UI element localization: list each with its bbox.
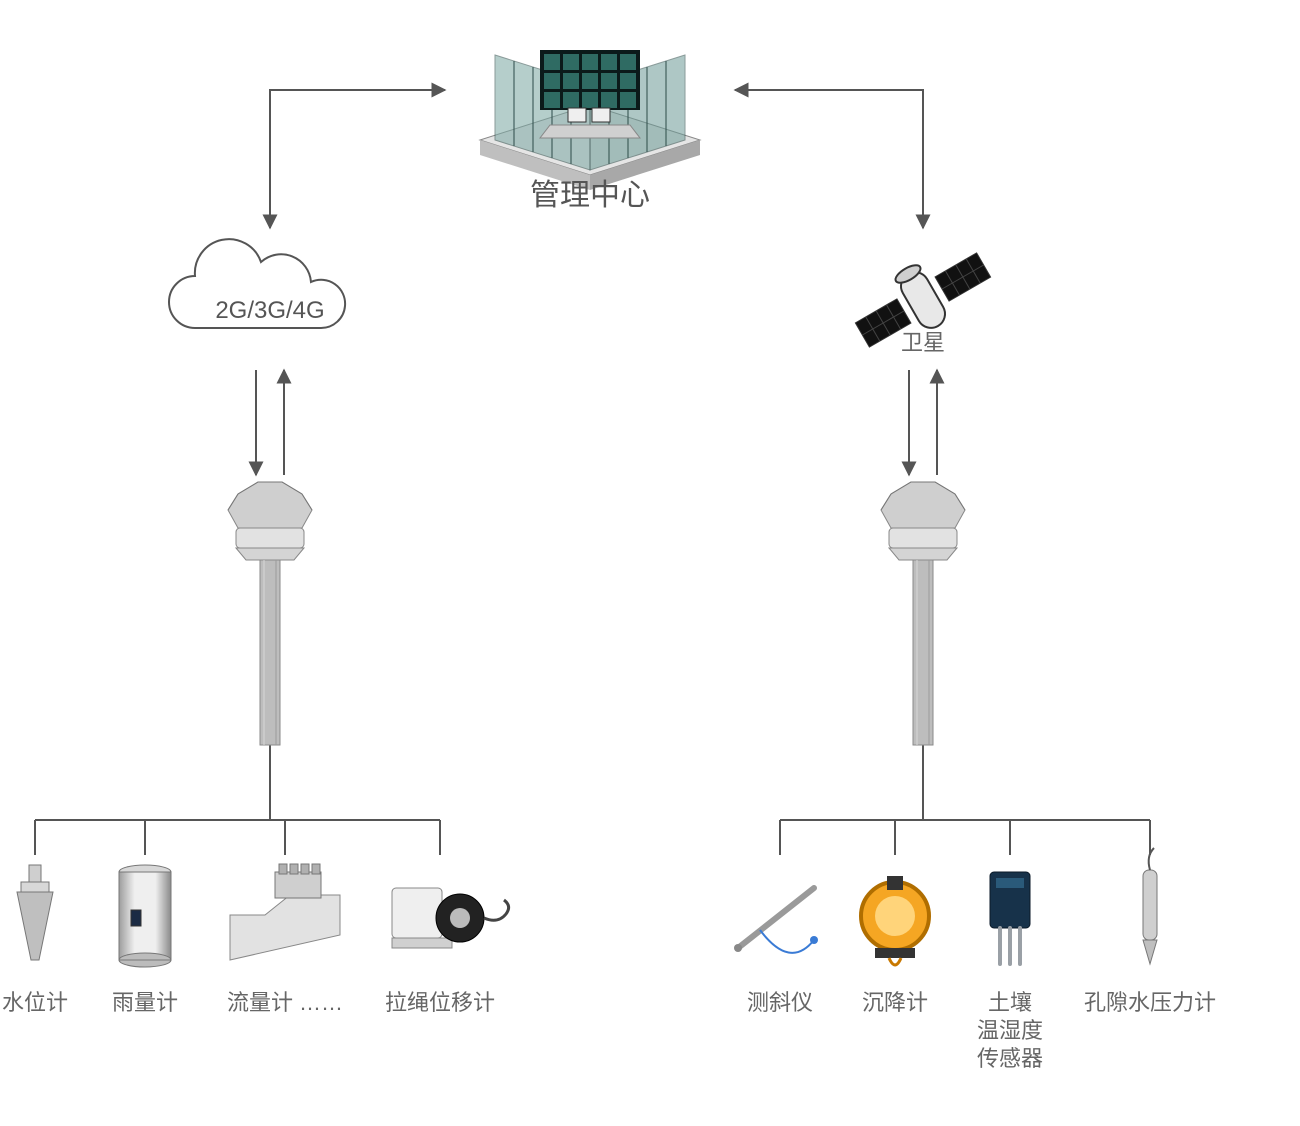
connector-0 xyxy=(270,90,445,228)
wire-displacement-icon xyxy=(392,888,509,948)
sensor-right-2-label: 温湿度 xyxy=(977,1018,1043,1043)
gnss-receiver-icon xyxy=(228,482,312,745)
rain-gauge-icon xyxy=(119,865,171,967)
management-center-icon xyxy=(480,30,700,190)
sensor-right-3-label: 孔隙水压力计 xyxy=(1084,990,1216,1015)
gnss-receiver-icon xyxy=(881,482,965,745)
pore-pressure-icon xyxy=(1143,848,1157,964)
water-level-icon xyxy=(17,865,53,960)
flow-meter-icon xyxy=(230,864,340,960)
cloud-label: 2G/3G/4G xyxy=(215,297,324,324)
sensor-right-1-label: 沉降计 xyxy=(862,990,928,1015)
settlement-icon xyxy=(861,876,929,965)
sensor-right-0-label: 测斜仪 xyxy=(747,990,813,1015)
sensor-left-0-label: 水位计 xyxy=(2,990,68,1015)
sensor-right-2-label: 土壤 xyxy=(988,990,1032,1015)
satellite-label: 卫星 xyxy=(901,330,945,355)
sensor-left-1-label: 雨量计 xyxy=(112,990,178,1015)
system-diagram: 管理中心 2G/3G/4G 卫星水位计 雨量计 流量计 …… 拉绳位移计 测斜仪 沉降计 土壤温… xyxy=(0,0,1300,1126)
cloud-icon: 2G/3G/4G xyxy=(169,239,345,328)
management-center-label: 管理中心 xyxy=(530,179,650,212)
sensor-right-2-label: 传感器 xyxy=(977,1046,1043,1071)
inclinometer-icon xyxy=(734,888,818,953)
soil-probe-icon xyxy=(990,872,1030,964)
sensor-left-3-label: 拉绳位移计 xyxy=(385,990,495,1015)
connector-1 xyxy=(735,90,923,228)
sensor-left-2-label: 流量计 …… xyxy=(227,990,343,1015)
